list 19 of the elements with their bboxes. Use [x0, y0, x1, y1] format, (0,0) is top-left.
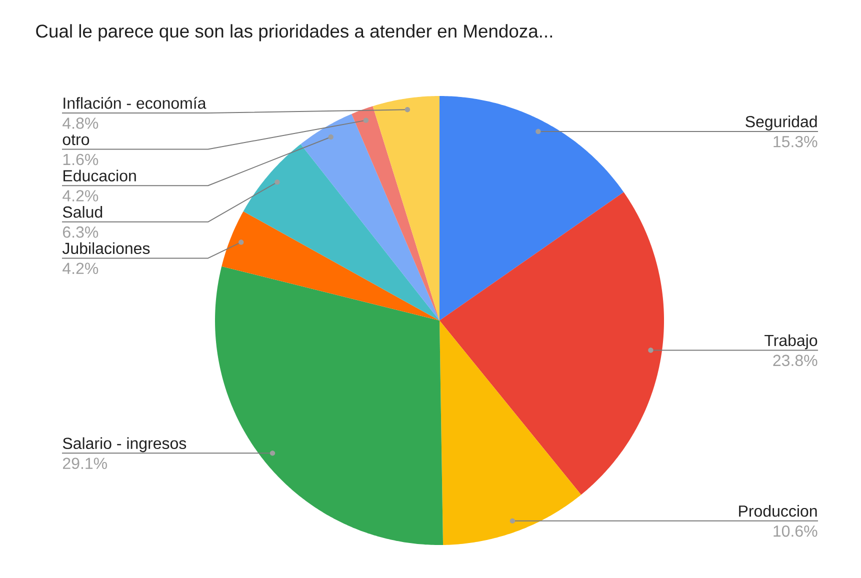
data-label: 4.2% [62, 262, 98, 274]
slice-label: otro [62, 134, 90, 146]
slice-label: Educacion [64, 170, 136, 182]
data-label: 10.6% [774, 525, 818, 537]
slice-label: Inflación - economía [64, 96, 206, 109]
data-label: 6.3% [63, 226, 98, 238]
slice-label: Salud [62, 206, 102, 218]
slice-label: Salario - ingresos [62, 437, 186, 452]
data-label: 1.6% [63, 154, 98, 166]
data-label: 23.8% [773, 354, 818, 366]
slice-label: Produccion [739, 505, 817, 517]
slice-label: Seguridad [746, 116, 817, 130]
data-label: 4.2% [62, 190, 98, 202]
data-label: 15.3% [774, 136, 818, 148]
data-label: 4.8% [62, 118, 98, 129]
slice-label: Trabajo [764, 334, 818, 350]
data-label: 29.1% [63, 458, 107, 470]
chart-title: Cual le parece que son las prioridades a atender en Mendoza... [36, 24, 552, 42]
slice-label: Jubilaciones [62, 242, 150, 254]
